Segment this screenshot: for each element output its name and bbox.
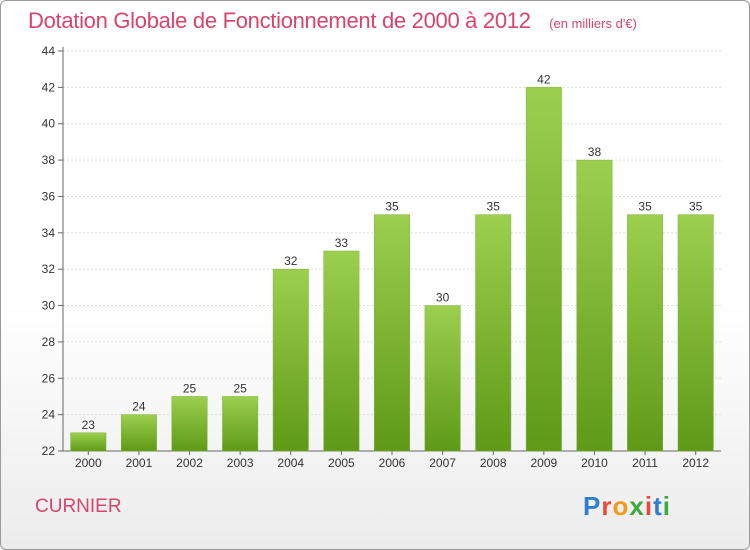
bar-value-label: 32 xyxy=(284,254,298,268)
x-tick-label: 2005 xyxy=(328,456,355,470)
bar xyxy=(424,305,461,452)
y-tick-label: 22 xyxy=(42,444,56,458)
logo-letter: i xyxy=(662,491,671,521)
x-tick-label: 2011 xyxy=(632,456,658,470)
chart-subtitle: (en milliers d'€) xyxy=(549,16,637,31)
bar xyxy=(374,214,410,452)
labels: 22 24 26 28 30 32 34 36 38 40 42 44 23 2000 24 2001 25 20… xyxy=(42,44,710,470)
x-tick-label: 2001 xyxy=(126,456,153,470)
y-tick-label: 26 xyxy=(42,371,56,385)
logo-letter: P xyxy=(583,491,602,521)
proxiti-logo[interactable]: Proxiti xyxy=(583,491,671,522)
logo-letter: o xyxy=(612,491,630,521)
bar-value-label: 33 xyxy=(335,236,349,250)
bar xyxy=(70,432,107,452)
logo-letter: i xyxy=(644,491,654,521)
y-tick-label: 28 xyxy=(42,335,56,349)
y-tick-label: 24 xyxy=(42,408,56,422)
bar-value-label: 35 xyxy=(385,200,399,214)
y-tick-label: 30 xyxy=(42,299,56,313)
x-tick-label: 2003 xyxy=(227,456,254,470)
chart-title: Dotation Globale de Fonctionnement de 20… xyxy=(28,8,531,33)
bar-value-label: 25 xyxy=(233,381,247,395)
bar-value-label: 23 xyxy=(82,418,96,432)
bar xyxy=(677,214,714,452)
x-tick-label: 2009 xyxy=(530,456,557,470)
commune-name: CURNIER xyxy=(35,496,122,517)
y-tick-label: 36 xyxy=(42,189,56,203)
x-tick-label: 2012 xyxy=(682,456,709,470)
title-row: Dotation Globale de Fonctionnement de 20… xyxy=(28,8,637,34)
y-tick-label: 42 xyxy=(42,80,56,94)
bar xyxy=(576,159,613,452)
x-tick-label: 2004 xyxy=(277,456,304,470)
bar xyxy=(323,250,360,452)
logo-letter: t xyxy=(653,491,663,521)
x-tick-label: 2000 xyxy=(75,456,102,470)
bar-value-label: 35 xyxy=(487,200,501,214)
bar-value-label: 42 xyxy=(537,72,551,86)
logo-letter: x xyxy=(629,491,645,521)
y-tick-label: 40 xyxy=(42,117,56,131)
bar-value-label: 25 xyxy=(183,381,197,395)
bar xyxy=(525,87,562,452)
x-tick-label: 2008 xyxy=(480,456,507,470)
bar xyxy=(222,396,259,452)
bar xyxy=(627,214,664,452)
bar-value-label: 35 xyxy=(638,200,652,214)
bar xyxy=(475,214,512,452)
logo-letter: r xyxy=(601,491,613,521)
x-tick-label: 2006 xyxy=(379,456,406,470)
bar xyxy=(171,396,208,452)
bar-value-label: 35 xyxy=(689,200,703,214)
x-tick-label: 2007 xyxy=(429,456,456,470)
bar xyxy=(120,414,157,452)
bar-value-label: 30 xyxy=(436,291,450,305)
y-tick-label: 34 xyxy=(42,226,56,240)
bar-value-label: 38 xyxy=(588,145,602,159)
y-tick-label: 38 xyxy=(42,153,56,167)
y-tick-label: 44 xyxy=(42,44,56,58)
y-tick-label: 32 xyxy=(42,262,56,276)
bar xyxy=(272,268,309,452)
bars xyxy=(70,87,714,452)
x-tick-label: 2010 xyxy=(581,456,608,470)
bar-value-label: 24 xyxy=(132,400,146,414)
x-tick-label: 2002 xyxy=(176,456,203,470)
